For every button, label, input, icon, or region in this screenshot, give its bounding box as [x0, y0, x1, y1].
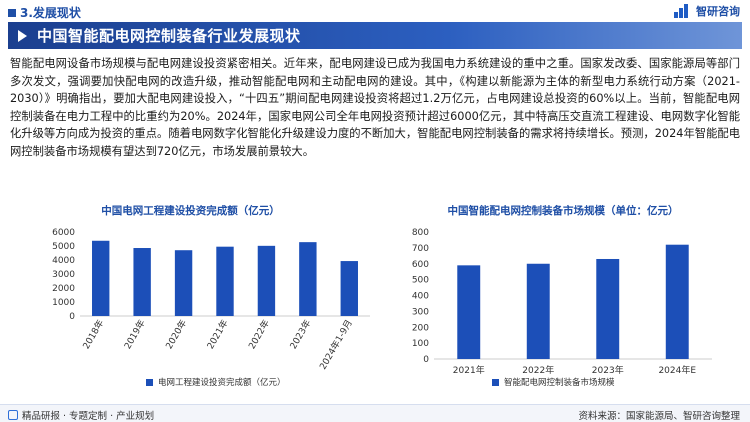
bar [133, 248, 151, 316]
y-tick-label: 100 [412, 339, 429, 349]
bar [299, 242, 317, 316]
y-tick-label: 0 [69, 312, 75, 322]
y-tick-label: 400 [412, 292, 429, 302]
bar [340, 261, 358, 316]
arrow-right-icon [18, 29, 27, 42]
bar-logo-icon [674, 4, 692, 18]
x-tick-label: 2021年 [204, 318, 230, 352]
section-label: 3.发展现状 [20, 6, 81, 20]
x-tick-label: 2024年1-9月 [317, 318, 355, 372]
chart-grid-investment: 中国电网工程建设投资完成额（亿元） 0 1000 2000 3000 4000 5000 6… [8, 200, 373, 400]
y-tick-label: 3000 [52, 270, 75, 280]
footer-slogan: 精品研报 · 专题定制 · 产业规划 [22, 411, 155, 422]
legend-swatch [146, 378, 153, 386]
y-tick-label: 500 [412, 276, 429, 286]
bar-chart: 0 100 200 300 400 500 600 700 800 2021年 2022年 2023年… [412, 228, 712, 376]
body-paragraph: 智能配电网设备市场规模与配电网建设投资紧密相关。近年来，配电网建设已成为我国电力… [10, 57, 740, 158]
y-tick-label: 2000 [52, 284, 75, 294]
y-tick-label: 5000 [52, 242, 75, 252]
y-tick-label: 600 [412, 260, 429, 270]
bar [174, 250, 193, 316]
brand-logo: 智研咨询 [674, 3, 740, 19]
y-tick-label: 800 [412, 228, 429, 238]
y-tick-label: 0 [423, 355, 429, 365]
brand-name: 智研咨询 [696, 5, 740, 18]
x-tick-label: 2019年 [121, 318, 147, 352]
x-tick-label: 2020年 [163, 318, 189, 352]
y-tick-label: 700 [412, 244, 429, 254]
chart-legend: 智能配电网控制装备市场规模 [492, 376, 615, 388]
bar [526, 263, 550, 359]
x-tick-label: 2022年 [522, 364, 554, 376]
y-tick-label: 300 [412, 307, 429, 317]
chart-title: 中国电网工程建设投资完成额（亿元） [101, 205, 280, 217]
legend-label: 智能配电网控制装备市场规模 [504, 378, 615, 388]
bar [92, 240, 110, 316]
document-icon [8, 410, 18, 420]
footer: 精品研报 · 专题定制 · 产业规划 资料来源：国家能源局、智研咨询整理 [0, 404, 750, 422]
y-tick-label: 1000 [52, 298, 75, 308]
x-tick-label: 2021年 [453, 364, 485, 376]
title-bar: 中国智能配电网控制装备行业发展现状 [8, 22, 742, 49]
x-tick-label: 2023年 [287, 318, 313, 352]
section-marker-icon [8, 8, 16, 17]
footer-source: 资料来源：国家能源局、智研咨询整理 [578, 411, 740, 422]
footer-left: 精品研报 · 专题定制 · 产业规划 [8, 408, 154, 422]
legend-swatch [492, 378, 499, 386]
x-tick-label: 2023年 [592, 364, 624, 376]
bar [457, 265, 481, 359]
bar-chart: 0 1000 2000 3000 4000 5000 6000 2018年 2019年 2020年… [52, 228, 370, 372]
page-title: 中国智能配电网控制装备行业发展现状 [37, 27, 301, 45]
y-tick-label: 4000 [52, 256, 75, 266]
bar [257, 245, 276, 316]
bar [665, 244, 689, 359]
section-tag: 3.发展现状 [8, 4, 81, 21]
chart-legend: 电网工程建设投资完成额（亿元） [146, 376, 286, 388]
chart-market-size: 中国智能配电网控制装备市场规模（单位：亿元） 0 100 200 300 400 500 6… [382, 200, 744, 400]
legend-label: 电网工程建设投资完成额（亿元） [158, 378, 286, 388]
x-tick-label: 2022年 [246, 318, 272, 352]
bar [596, 258, 620, 359]
y-tick-label: 6000 [52, 228, 75, 238]
y-tick-label: 200 [412, 323, 429, 333]
chart-title: 中国智能配电网控制装备市场规模（单位：亿元） [447, 205, 679, 217]
bar [216, 246, 234, 316]
x-tick-label: 2024年E [658, 364, 696, 376]
x-tick-label: 2018年 [80, 318, 106, 352]
